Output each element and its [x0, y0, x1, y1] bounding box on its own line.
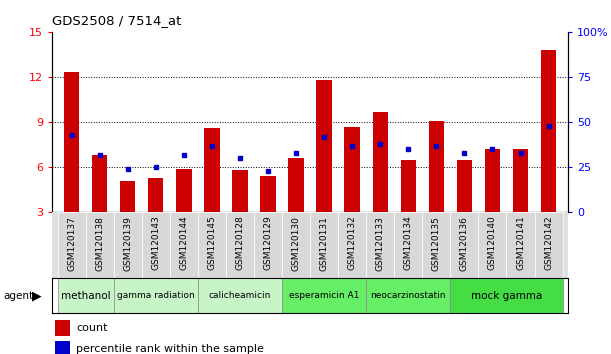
Bar	[204, 128, 219, 212]
Bar	[176, 169, 191, 212]
Bar	[57, 278, 114, 313]
Bar	[114, 212, 142, 278]
Bar	[429, 121, 444, 212]
Bar	[456, 160, 472, 212]
Text: GSM120133: GSM120133	[376, 216, 385, 270]
Text: GSM120138: GSM120138	[95, 216, 104, 270]
Text: methanol: methanol	[60, 291, 111, 301]
Bar	[260, 176, 276, 212]
Bar	[373, 112, 388, 212]
Text: GSM120144: GSM120144	[179, 216, 188, 270]
Bar	[254, 212, 282, 278]
Text: GSM120139: GSM120139	[123, 216, 132, 270]
Text: GSM120145: GSM120145	[207, 216, 216, 270]
Text: GSM120136: GSM120136	[460, 216, 469, 270]
Bar	[422, 212, 450, 278]
Text: mock gamma: mock gamma	[471, 291, 542, 301]
Bar	[513, 149, 529, 212]
Bar	[507, 212, 535, 278]
Bar	[310, 212, 338, 278]
Text: neocarzinostatin: neocarzinostatin	[370, 291, 446, 300]
Bar	[401, 160, 416, 212]
Text: GSM120134: GSM120134	[404, 216, 413, 270]
Text: ▶: ▶	[32, 289, 42, 302]
Bar	[232, 170, 247, 212]
Bar	[114, 278, 198, 313]
Bar	[86, 212, 114, 278]
Bar	[64, 73, 79, 212]
Text: GSM120135: GSM120135	[432, 216, 441, 270]
Text: GSM120142: GSM120142	[544, 216, 553, 270]
Bar	[541, 50, 556, 212]
Text: GSM120128: GSM120128	[235, 216, 244, 270]
Text: calicheamicin: calicheamicin	[209, 291, 271, 300]
Bar	[394, 212, 422, 278]
Bar	[282, 212, 310, 278]
Text: GSM120130: GSM120130	[291, 216, 301, 270]
Bar	[198, 212, 226, 278]
Bar	[170, 212, 198, 278]
Bar	[55, 320, 70, 336]
Bar	[148, 178, 164, 212]
Text: agent: agent	[3, 291, 33, 301]
Bar	[226, 212, 254, 278]
Text: gamma radiation: gamma radiation	[117, 291, 195, 300]
Text: GSM120131: GSM120131	[320, 216, 329, 270]
Bar	[535, 212, 563, 278]
Bar	[282, 278, 366, 313]
Bar	[92, 155, 108, 212]
Bar	[120, 181, 136, 212]
Text: GDS2508 / 7514_at: GDS2508 / 7514_at	[52, 14, 181, 27]
Bar	[55, 341, 70, 354]
Bar	[142, 212, 170, 278]
Bar	[345, 127, 360, 212]
Text: GSM120140: GSM120140	[488, 216, 497, 270]
Text: esperamicin A1: esperamicin A1	[289, 291, 359, 300]
Bar	[366, 278, 450, 313]
Bar	[57, 212, 86, 278]
Text: count: count	[76, 323, 108, 333]
Text: GSM120141: GSM120141	[516, 216, 525, 270]
Bar	[450, 212, 478, 278]
Bar	[366, 212, 394, 278]
Bar	[478, 212, 507, 278]
Bar	[485, 149, 500, 212]
Text: GSM120129: GSM120129	[263, 216, 273, 270]
Text: GSM120137: GSM120137	[67, 216, 76, 270]
Bar	[288, 158, 304, 212]
Text: percentile rank within the sample: percentile rank within the sample	[76, 344, 264, 354]
Bar	[316, 80, 332, 212]
Bar	[198, 278, 282, 313]
Text: GSM120143: GSM120143	[152, 216, 160, 270]
Text: GSM120132: GSM120132	[348, 216, 357, 270]
Bar	[338, 212, 366, 278]
Bar	[450, 278, 563, 313]
